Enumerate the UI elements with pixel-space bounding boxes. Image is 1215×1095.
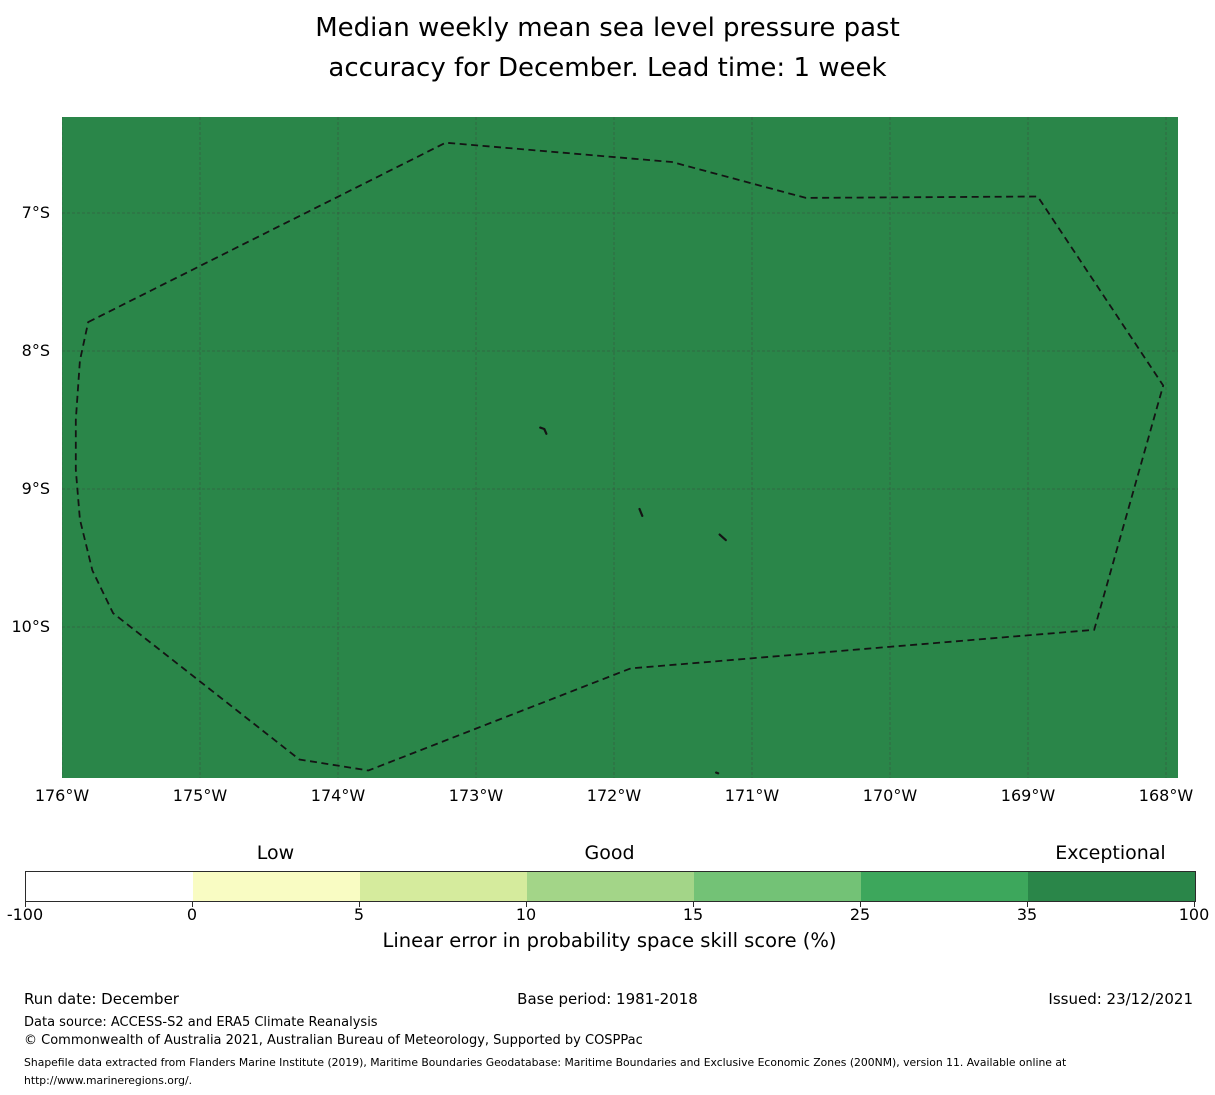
colorbar-tick-label: 5: [353, 905, 365, 924]
map-plot: [62, 117, 1178, 778]
colorbar-tick: [1027, 902, 1028, 907]
x-axis-tick-label: 169°W: [1000, 786, 1056, 805]
y-axis-tick-label: 10°S: [11, 617, 50, 637]
x-axis-tick-label: 173°W: [448, 786, 504, 805]
x-axis-tick-label: 171°W: [724, 786, 780, 805]
footer-issued: Issued: 23/12/2021: [1048, 990, 1193, 1008]
colorbar-tick: [1194, 902, 1195, 907]
colorbar-segment: [527, 872, 694, 901]
x-axis-tick-label: 168°W: [1138, 786, 1194, 805]
footer-copyright: © Commonwealth of Australia 2021, Austra…: [24, 1033, 643, 1048]
colorbar-tick-label: 100: [1178, 905, 1210, 924]
chart-title-line1: Median weekly mean sea level pressure pa…: [315, 13, 900, 43]
colorbar-tick: [25, 902, 26, 907]
colorbar-axis-label: Linear error in probability space skill …: [382, 929, 837, 952]
colorbar-category-label: Good: [584, 842, 635, 864]
chart-title-line2: accuracy for December. Lead time: 1 week: [328, 53, 887, 83]
colorbar-tick-label: 0: [186, 905, 198, 924]
island-mark: [718, 533, 727, 542]
colorbar-tick-label: 15: [682, 905, 704, 924]
colorbar-tick-label: 35: [1016, 905, 1038, 924]
colorbar-tick: [192, 902, 193, 907]
island-mark: [539, 426, 548, 435]
colorbar-category-label: Exceptional: [1055, 842, 1166, 864]
x-axis-tick-label: 174°W: [310, 786, 366, 805]
colorbar-segment: [694, 872, 861, 901]
island-mark: [638, 507, 644, 517]
x-axis-tick-label: 172°W: [586, 786, 642, 805]
colorbar-segment: [861, 872, 1028, 901]
y-axis-tick-label: 9°S: [21, 479, 50, 499]
colorbar-tick-label: 25: [849, 905, 871, 924]
colorbar-tick: [359, 902, 360, 907]
colorbar-tick: [526, 902, 527, 907]
colorbar-tick: [860, 902, 861, 907]
y-axis-tick-label: 8°S: [21, 341, 50, 361]
colorbar: [25, 871, 1196, 902]
footer-run-date: Run date: December: [24, 990, 179, 1008]
colorbar-tick-label: 10: [515, 905, 537, 924]
colorbar-category-label: Low: [256, 842, 295, 864]
eez-boundary-path: [74, 141, 1165, 772]
colorbar-segment: [360, 872, 527, 901]
colorbar-segment: [1028, 872, 1195, 901]
y-axis-tick-label: 7°S: [21, 203, 50, 223]
footer-shapefile-note: Shapefile data extracted from Flanders M…: [24, 1056, 1067, 1087]
footer-data-source: Data source: ACCESS-S2 and ERA5 Climate …: [24, 1015, 378, 1030]
colorbar-tick: [693, 902, 694, 907]
colorbar-tick-label: -100: [6, 905, 44, 924]
colorbar-segment: [26, 872, 193, 901]
chart-title: Median weekly mean sea level pressure pa…: [0, 8, 1215, 88]
island-mark: [715, 771, 720, 775]
x-axis-tick-label: 175°W: [172, 786, 228, 805]
x-axis-tick-label: 176°W: [34, 786, 90, 805]
footer-base-period: Base period: 1981-2018: [517, 990, 698, 1008]
map-fill: [62, 117, 1178, 778]
colorbar-segment: [193, 872, 360, 901]
x-axis-tick-label: 170°W: [862, 786, 918, 805]
